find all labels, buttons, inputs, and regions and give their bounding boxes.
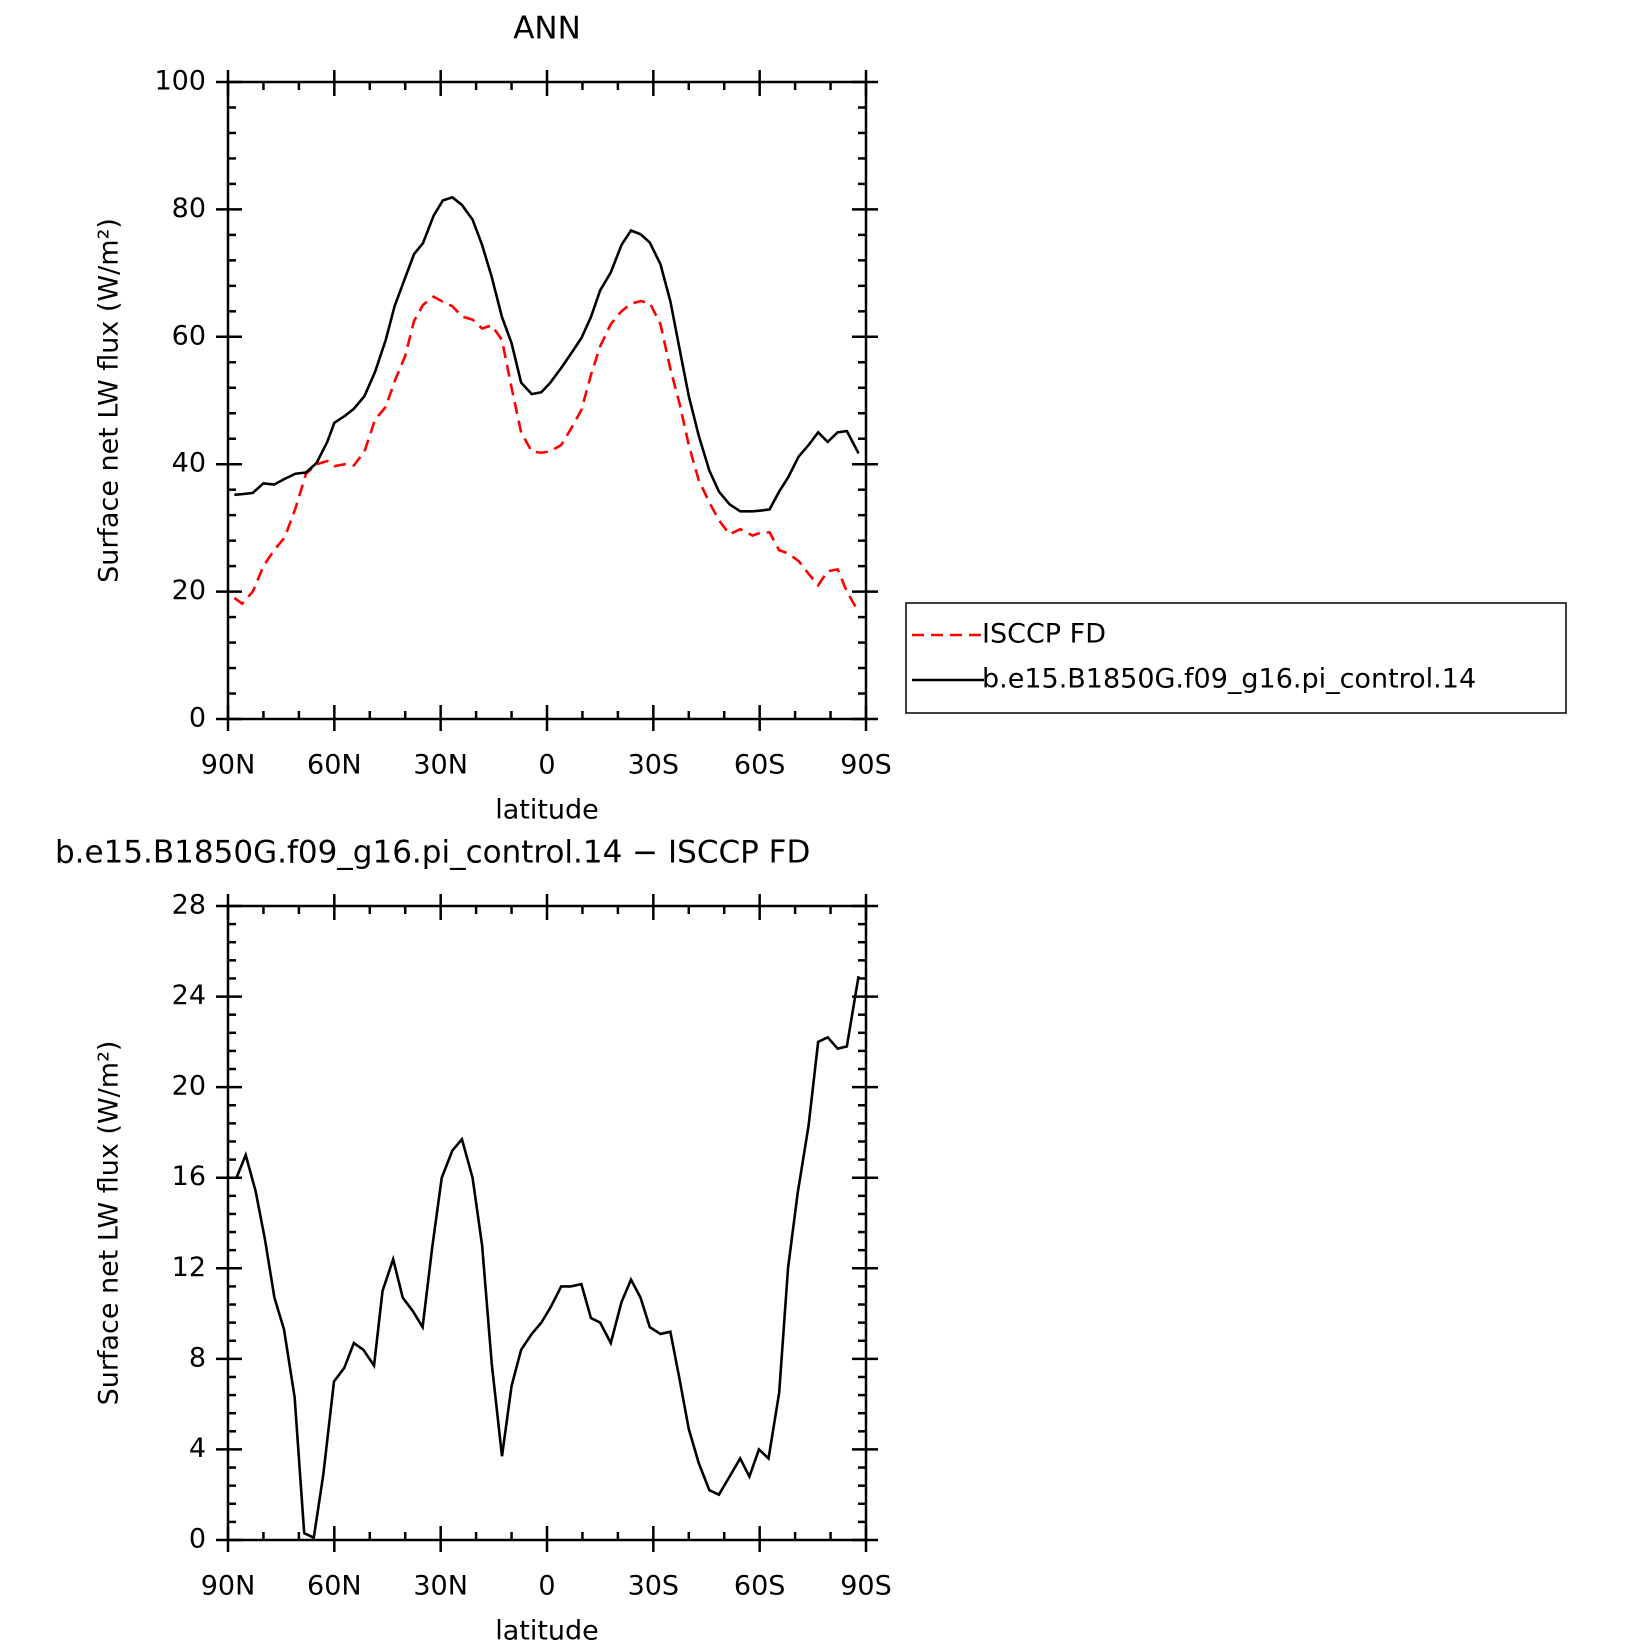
x-tick-label: 0 [538, 1571, 555, 1602]
y-tick-label: 100 [154, 66, 206, 97]
x-tick-label: 30S [628, 750, 680, 781]
y-tick-label: 20 [172, 1071, 206, 1102]
y-tick-label: 12 [172, 1252, 206, 1283]
x-tick-label: 90N [201, 1571, 256, 1602]
x-tick-label: 0 [538, 750, 555, 781]
y-tick-label: 80 [172, 193, 206, 224]
x-tick-label: 30S [628, 1571, 680, 1602]
x-tick-label: 90S [840, 750, 892, 781]
x-tick-label: 60N [307, 750, 362, 781]
y-tick-label: 0 [189, 1524, 206, 1555]
x-tick-label: 30N [413, 1571, 468, 1602]
legend-box [905, 602, 1567, 714]
y-tick-label: 28 [172, 890, 206, 921]
y-tick-label: 16 [172, 1161, 206, 1192]
y-tick-label: 40 [172, 448, 206, 479]
y-axis-label: Surface net LW flux (W/m²) [94, 1041, 125, 1406]
x-tick-label: 30N [413, 750, 468, 781]
x-tick-label: 60S [734, 750, 786, 781]
y-tick-label: 20 [172, 575, 206, 606]
x-tick-label: 60S [734, 1571, 786, 1602]
x-axis-label: latitude [495, 795, 599, 826]
y-tick-label: 60 [172, 320, 206, 351]
data-line [235, 975, 860, 1540]
data-line [233, 295, 860, 613]
y-tick-label: 24 [172, 980, 206, 1011]
y-axis-label: Surface net LW flux (W/m²) [94, 218, 125, 583]
data-line [234, 195, 860, 513]
plot-frame [226, 80, 868, 721]
legend-label: b.e15.B1850G.f09_g16.pi_control.14 [982, 664, 1476, 695]
x-axis-label: latitude [495, 1616, 599, 1647]
y-tick-label: 8 [189, 1342, 206, 1373]
y-tick-label: 0 [189, 703, 206, 734]
legend-label: ISCCP FD [982, 619, 1106, 650]
y-tick-label: 4 [189, 1433, 206, 1464]
x-tick-label: 90N [201, 750, 256, 781]
chart-title: ANN [513, 11, 581, 47]
chart-title: b.e15.B1850G.f09_g16.pi_control.14 − ISC… [55, 835, 810, 871]
x-tick-label: 60N [307, 1571, 362, 1602]
x-tick-label: 90S [840, 1571, 892, 1602]
